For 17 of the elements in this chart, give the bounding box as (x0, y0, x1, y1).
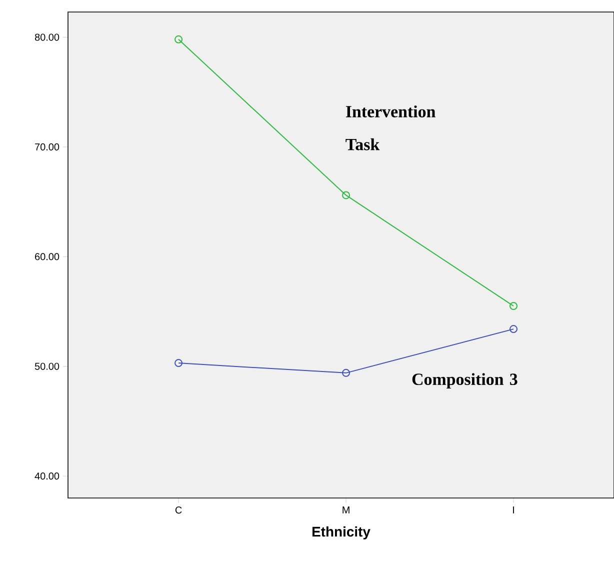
point (174, 359, 183, 368)
point (342, 368, 350, 377)
point (342, 191, 350, 200)
x-tick-label: I (513, 506, 514, 514)
y-tick-label: 50.00 (34, 362, 60, 370)
x-axis-title: Ethnicity (312, 526, 370, 540)
point (510, 302, 518, 310)
x-tick-label: C (175, 506, 182, 514)
point (510, 325, 518, 334)
y-tick-label: 80.00 (34, 34, 60, 41)
y-tick-label: 70.00 (35, 143, 60, 150)
series-label: Composition 3 (412, 373, 518, 388)
point (174, 35, 183, 44)
y-tick-label: 60.00 (35, 253, 60, 260)
y-tick-label: 40.00 (34, 472, 60, 480)
text: Intervention Task (346, 105, 436, 150)
x-tick-label: M (342, 506, 350, 514)
